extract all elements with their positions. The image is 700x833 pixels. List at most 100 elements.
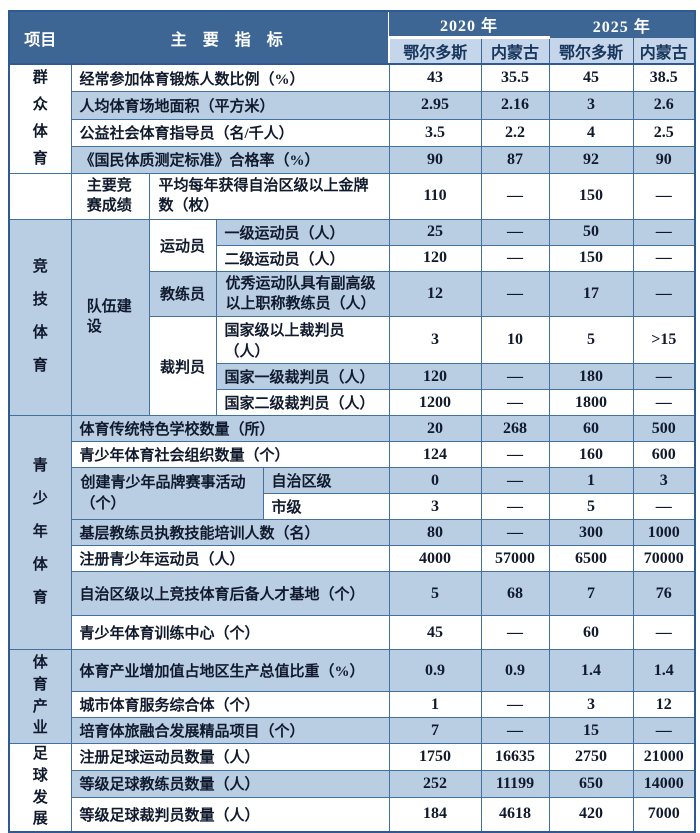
value-cell: 2.6 — [632, 91, 696, 120]
table-row: 青少年体育训练中心（个） 45 — 60 — — [9, 615, 696, 650]
value-cell: 76 — [632, 571, 696, 616]
table-row: 足球发展 注册足球运动员数量（人） 1750 16635 2750 21000 — [8, 743, 696, 833]
value-cell: 420 — [548, 796, 634, 833]
group-team-building: 队伍建设 — [70, 218, 150, 416]
header-region-row: 鄂尔多斯 内蒙古 鄂尔多斯 内蒙古 — [9, 37, 696, 65]
value-cell: — — [632, 493, 696, 520]
value-cell: 3 — [548, 691, 634, 718]
value-cell: — — [632, 218, 696, 246]
value-cell: 1 — [548, 467, 634, 494]
value-cell: 38.5 — [632, 63, 696, 93]
table-row: 自治区级以上竞技体育后备人才基地（个） 5 68 7 76 — [9, 571, 696, 616]
value-cell: 2750 — [548, 743, 634, 771]
value-cell: 17 — [548, 270, 634, 317]
value-cell: 120 — [388, 244, 482, 272]
value-cell: — — [480, 244, 550, 272]
section-sports-industry: 体育产业 — [8, 649, 72, 744]
value-cell: 1750 — [388, 743, 482, 771]
value-cell: 60 — [548, 615, 634, 650]
value-cell: — — [632, 717, 696, 744]
value-cell: 4618 — [480, 796, 550, 833]
value-cell: — — [632, 389, 696, 416]
table-row: 基层教练员执教技能培训人数（名） 80 — 300 1000 — [9, 519, 696, 546]
value-cell: 110 — [388, 173, 482, 220]
value-cell: 5 — [388, 571, 482, 616]
section-mass-sports: 群众体育 — [8, 63, 72, 174]
value-cell: — — [632, 173, 696, 220]
indicator-label: 自治区级以上竞技体育后备人才基地（个） — [70, 571, 390, 616]
section-competitive-sports: 竞技体育 — [8, 218, 72, 416]
value-cell: 268 — [480, 415, 550, 442]
value-cell: 1800 — [548, 389, 634, 416]
group-coaches: 教练员 — [148, 270, 217, 317]
indicator-label: 注册足球运动员数量（人） — [70, 743, 390, 771]
table-row: 群众体育 经常参加体育锻炼人数比例（%） 43 35.5 45 38.5 — [8, 63, 696, 174]
header-region-ordos-2020: 鄂尔多斯 — [388, 37, 482, 65]
value-cell: 12 — [632, 691, 696, 718]
indicator-label: 平均每年获得自治区级以上金牌数（枚） — [148, 173, 390, 220]
header-project: 项目 — [8, 10, 72, 65]
value-cell: 2.5 — [632, 118, 696, 147]
header-year-row: 项目 主 要 指 标 2020 年 2025 年 — [8, 10, 696, 65]
value-cell: 90 — [388, 145, 482, 175]
value-cell: 5 — [548, 493, 634, 520]
indicator-label: 二级运动员（人） — [215, 244, 390, 272]
table-row: 国家二级裁判员（人） 1200 — 1800 — — [9, 389, 696, 416]
group-youth-brand-events: 创建青少年品牌赛事活动（个） — [70, 467, 264, 520]
header-main-indicators: 主 要 指 标 — [70, 10, 390, 65]
value-cell: — — [480, 270, 550, 317]
value-cell: — — [480, 218, 550, 246]
value-cell: 80 — [388, 519, 482, 546]
value-cell: — — [632, 244, 696, 272]
indicator-label: 自治区级 — [262, 467, 390, 494]
value-cell: 2.95 — [388, 91, 482, 120]
value-cell: 184 — [388, 796, 482, 833]
table-row: 教练员 优秀运动队具有副高级以上职称教练员（人） 12 — 17 — — [9, 270, 696, 317]
table-row: 公益社会体育指导员（名/千人） 3.5 2.2 4 2.5 — [9, 118, 696, 147]
value-cell: 3 — [632, 467, 696, 494]
value-cell: — — [480, 363, 550, 390]
value-cell: 16635 — [480, 743, 550, 771]
table-row: 人均体育场地面积（平方米） 2.95 2.16 3 2.6 — [9, 91, 696, 120]
value-cell: 3 — [388, 316, 482, 364]
value-cell: 10 — [480, 316, 550, 364]
value-cell: 15 — [548, 717, 634, 744]
value-cell: — — [480, 519, 550, 546]
value-cell: 21000 — [632, 743, 696, 771]
indicator-label: 培育体旅融合发展精品项目（个） — [70, 717, 390, 744]
value-cell: — — [480, 467, 550, 494]
table-row: 裁判员 国家级以上裁判员（人） 3 10 5 >15 — [9, 316, 696, 416]
value-cell: >15 — [632, 316, 696, 364]
indicator-label: 城市体育服务综合体（个） — [70, 691, 390, 718]
table-row: 青少年体育 体育传统特色学校数量（所） 20 268 60 500 — [8, 415, 696, 650]
value-cell: — — [480, 691, 550, 718]
table-row: 等级足球教练员数量（人） 252 11199 650 14000 — [9, 769, 696, 798]
value-cell: 4 — [548, 118, 634, 147]
indicator-label: 优秀运动队具有副高级以上职称教练员（人） — [215, 270, 390, 317]
value-cell: 35.5 — [480, 63, 550, 93]
table-row: 城市体育服务综合体（个） 1 — 3 12 — [9, 691, 696, 718]
value-cell: 124 — [388, 441, 482, 468]
indicator-label: 注册青少年运动员（人） — [70, 545, 390, 572]
value-cell: 68 — [480, 571, 550, 616]
indicator-label: 体育产业增加值占地区生产总值比重（%） — [70, 649, 390, 692]
value-cell: 600 — [632, 441, 696, 468]
value-cell: 4000 — [388, 545, 482, 572]
indicator-label: 国家一级裁判员（人） — [215, 363, 390, 390]
table-row: 体育产业 体育产业增加值占地区生产总值比重（%） 0.9 0.9 1.4 1.4 — [8, 649, 696, 744]
indicator-label: 市级 — [262, 493, 390, 520]
value-cell: 7 — [388, 717, 482, 744]
table-row: 青少年体育社会组织数量（个） 124 — 160 600 — [9, 441, 696, 468]
value-cell: 20 — [388, 415, 482, 442]
indicator-label: 等级足球裁判员数量（人） — [70, 796, 390, 833]
value-cell: 92 — [548, 145, 634, 175]
section-cell-empty — [8, 173, 72, 220]
value-cell: 14000 — [632, 769, 696, 798]
header-region-neimenggu-2020: 内蒙古 — [480, 37, 550, 65]
table-row: 二级运动员（人） 120 — 150 — — [9, 244, 696, 272]
value-cell: 11199 — [480, 769, 550, 798]
value-cell: 1.4 — [632, 649, 696, 692]
value-cell: 25 — [388, 218, 482, 246]
value-cell: — — [480, 173, 550, 220]
